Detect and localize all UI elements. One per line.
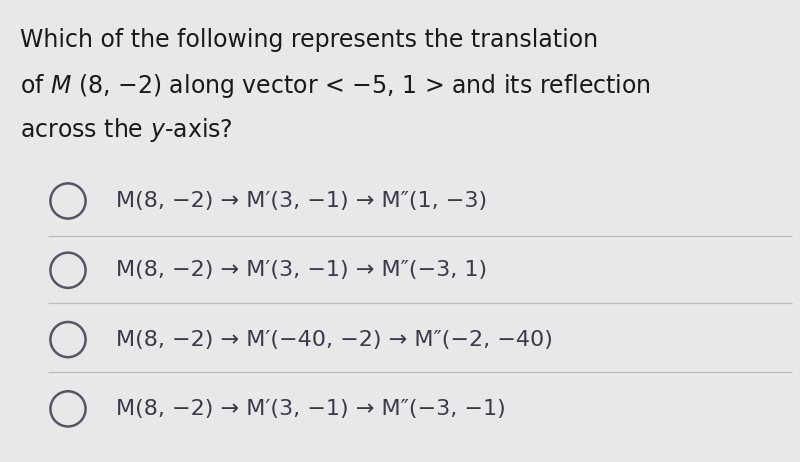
Text: M(8, −2) → M′(3, −1) → M″(−3, −1): M(8, −2) → M′(3, −1) → M″(−3, −1) [116, 399, 506, 419]
Text: Which of the following represents the translation: Which of the following represents the tr… [20, 28, 598, 52]
Text: of $\mathit{M}$ (8, −2) along vector < −5, 1 > and its reflection: of $\mathit{M}$ (8, −2) along vector < −… [20, 72, 651, 100]
Text: M(8, −2) → M′(3, −1) → M″(1, −3): M(8, −2) → M′(3, −1) → M″(1, −3) [116, 191, 487, 211]
Text: M(8, −2) → M′(3, −1) → M″(−3, 1): M(8, −2) → M′(3, −1) → M″(−3, 1) [116, 260, 487, 280]
Text: M(8, −2) → M′(−40, −2) → M″(−2, −40): M(8, −2) → M′(−40, −2) → M″(−2, −40) [116, 329, 553, 350]
Text: across the $y$-axis?: across the $y$-axis? [20, 116, 233, 144]
